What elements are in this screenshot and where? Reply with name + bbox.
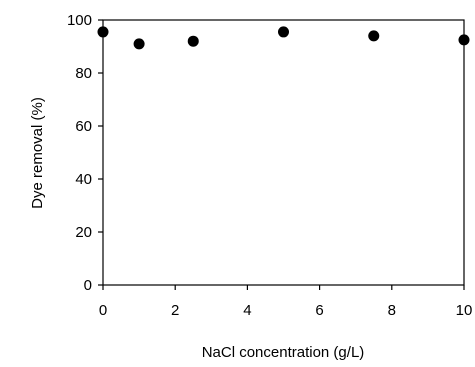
y-axis-title: Dye removal (%) [29,97,46,209]
y-tick-label: 100 [67,12,92,29]
y-tick-label: 0 [84,277,92,294]
data-series [97,26,470,50]
x-axis: 0 2 4 6 8 10 [99,285,473,319]
data-point [278,26,289,38]
data-point [458,34,470,46]
x-axis-title: NaCl concentration (g/L) [202,344,365,361]
x-tick-label: 10 [456,302,473,319]
y-tick-label: 20 [75,224,92,241]
y-tick-label: 80 [75,65,92,82]
data-point [133,38,145,50]
x-tick-label: 8 [388,302,396,319]
y-axis: 0 20 40 60 80 100 [67,12,103,294]
x-tick-label: 6 [315,302,323,319]
data-point [97,26,109,38]
x-tick-label: 0 [99,302,107,319]
y-tick-label: 60 [75,118,92,135]
y-tick-label: 40 [75,171,92,188]
x-tick-label: 4 [243,302,251,319]
plot-frame [102,19,465,286]
data-point [368,30,380,42]
x-tick-label: 2 [171,302,179,319]
data-point [187,35,199,47]
